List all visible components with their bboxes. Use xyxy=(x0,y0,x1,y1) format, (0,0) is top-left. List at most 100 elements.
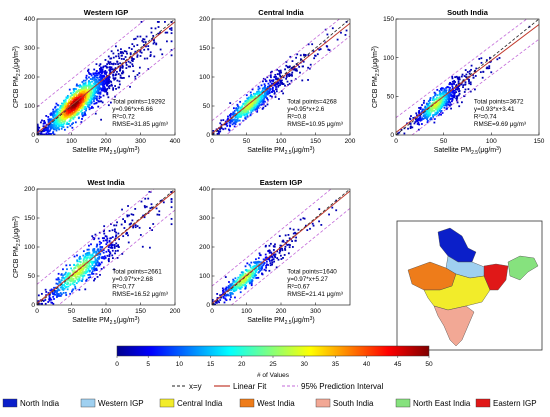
data-point xyxy=(109,66,111,68)
data-point xyxy=(106,80,108,83)
data-point xyxy=(269,242,272,245)
data-point xyxy=(263,100,266,103)
data-point xyxy=(91,93,94,96)
linear-fit-line xyxy=(37,21,175,134)
data-point xyxy=(61,116,64,118)
data-point xyxy=(288,246,291,249)
data-point xyxy=(451,95,453,98)
data-point xyxy=(47,131,49,133)
data-point xyxy=(108,76,111,79)
data-point xyxy=(94,80,97,83)
data-point xyxy=(39,133,42,135)
data-point xyxy=(437,106,440,108)
data-point xyxy=(95,251,97,254)
data-point xyxy=(237,107,240,110)
data-point xyxy=(134,78,137,80)
data-point xyxy=(438,104,441,107)
data-point xyxy=(145,205,148,208)
data-point xyxy=(109,246,112,249)
data-point xyxy=(117,73,120,75)
data-point xyxy=(155,42,158,45)
data-point xyxy=(103,232,106,235)
data-point xyxy=(94,88,97,91)
data-point xyxy=(98,264,101,267)
data-point xyxy=(113,230,116,233)
data-point xyxy=(61,125,64,128)
data-point xyxy=(274,96,277,98)
data-point xyxy=(441,103,444,106)
data-point xyxy=(453,92,456,94)
data-point xyxy=(278,69,280,72)
data-point xyxy=(91,264,94,266)
data-point xyxy=(299,71,301,74)
data-point xyxy=(234,277,237,280)
data-point xyxy=(55,278,58,281)
data-point xyxy=(56,113,58,115)
data-point xyxy=(119,66,122,68)
data-point xyxy=(260,84,263,87)
data-point xyxy=(263,268,266,271)
data-point xyxy=(114,85,117,87)
data-point xyxy=(67,278,70,281)
data-point xyxy=(245,279,248,281)
data-point xyxy=(235,285,238,288)
data-point xyxy=(439,110,441,112)
data-point xyxy=(100,81,103,84)
data-point xyxy=(247,102,250,105)
data-point xyxy=(288,82,291,85)
data-point xyxy=(445,94,448,97)
data-point xyxy=(424,106,426,109)
data-point xyxy=(159,31,161,34)
data-point xyxy=(69,292,72,295)
colorbar-tick-label: 35 xyxy=(332,361,340,368)
data-point xyxy=(427,104,430,106)
data-point xyxy=(142,38,145,40)
data-point xyxy=(436,110,439,113)
data-point xyxy=(233,281,236,283)
data-point xyxy=(98,243,101,246)
data-point xyxy=(143,216,146,219)
data-point xyxy=(243,275,245,277)
data-point xyxy=(122,218,124,221)
data-point xyxy=(418,111,421,114)
data-point xyxy=(227,286,230,289)
data-point xyxy=(123,50,126,52)
data-point xyxy=(261,87,264,90)
data-point xyxy=(458,92,461,95)
data-point xyxy=(117,246,120,248)
data-point xyxy=(257,100,260,103)
data-point xyxy=(239,100,242,103)
data-point xyxy=(105,235,108,238)
data-point xyxy=(99,273,101,276)
data-point xyxy=(229,102,232,105)
data-point xyxy=(62,289,65,291)
data-point xyxy=(90,102,93,105)
data-point xyxy=(71,111,73,114)
data-point xyxy=(327,48,330,51)
data-point xyxy=(92,250,95,252)
data-point xyxy=(95,70,98,72)
y-tick-label: 400 xyxy=(24,16,35,23)
data-point xyxy=(99,67,102,70)
data-point xyxy=(289,74,292,77)
data-point xyxy=(134,50,137,53)
data-point xyxy=(268,244,271,247)
data-point xyxy=(72,112,74,115)
data-point xyxy=(268,251,271,254)
data-point xyxy=(256,110,259,113)
data-point xyxy=(225,122,228,125)
data-point xyxy=(451,80,454,83)
data-point xyxy=(249,278,252,281)
data-point xyxy=(273,90,276,93)
data-point xyxy=(105,71,108,74)
data-point xyxy=(55,282,58,285)
data-point xyxy=(80,266,83,269)
data-point xyxy=(68,111,71,113)
data-point xyxy=(117,63,119,65)
data-point xyxy=(63,120,66,123)
data-point xyxy=(420,113,423,115)
data-point xyxy=(243,114,246,117)
data-point xyxy=(85,88,87,91)
data-point xyxy=(68,102,71,105)
data-point xyxy=(465,76,468,78)
